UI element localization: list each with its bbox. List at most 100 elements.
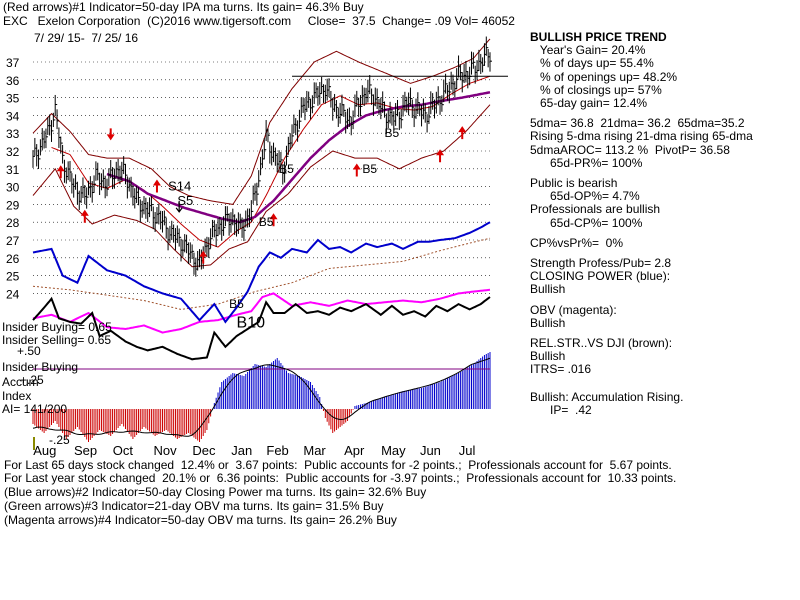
chart-series bbox=[32, 36, 508, 437]
stat-line: % of closings up= 57% bbox=[530, 82, 662, 97]
price-axis-ticks: 24 25 26 27 28 29 30 31 32 33 34 35 36 37 bbox=[6, 56, 20, 301]
y-tick-label: 32 bbox=[6, 145, 20, 159]
y-tick-label: 30 bbox=[6, 181, 20, 195]
y-tick-label: 29 bbox=[6, 198, 20, 212]
up-arrow bbox=[152, 179, 161, 193]
stat-line: % of openings up= 48.2% bbox=[530, 69, 678, 84]
y-tick-label: 37 bbox=[6, 56, 20, 70]
lower-band-line bbox=[32, 104, 491, 268]
stat-line: IP= .42 bbox=[530, 402, 592, 417]
stat-line: % of days up= 55.4% bbox=[530, 56, 654, 71]
stat-line: REL.STR..VS DJI (brown): bbox=[530, 336, 673, 350]
stat-line: Bullish bbox=[530, 349, 566, 364]
obv-line bbox=[32, 288, 491, 334]
footer-line-2: For Last year stock changed 20.1% or 6.3… bbox=[4, 471, 677, 485]
y-tick-label: 31 bbox=[6, 163, 20, 177]
month-label-apr: Apr bbox=[344, 443, 365, 458]
stat-line: Strength Profess/Pub= 2.8 bbox=[530, 256, 672, 270]
stat-line: OBV (magenta): bbox=[530, 302, 617, 317]
footer-line-3: (Blue arrows)#2 Indicator=50-day Closing… bbox=[4, 485, 427, 499]
annotation-b10: B10 bbox=[237, 315, 266, 332]
ipa-line bbox=[32, 296, 491, 361]
footer-line-1: For Last 65 days stock changed 12.4% or … bbox=[4, 458, 672, 472]
up-arrow bbox=[80, 209, 89, 223]
down-arrow bbox=[106, 128, 115, 141]
month-label-jan: Jan bbox=[231, 443, 252, 458]
annotation-b5: B5 bbox=[362, 162, 377, 176]
rel-str-line bbox=[32, 237, 491, 310]
footer-line-4: (Green arrows)#3 Indicator=21-day OBV ma… bbox=[4, 499, 384, 513]
stat-line: Bullish: Accumulation Rising. bbox=[530, 389, 684, 404]
y-tick-label: 35 bbox=[6, 92, 20, 106]
upper-band-line bbox=[32, 38, 491, 205]
month-label-sep: Sep bbox=[74, 443, 97, 458]
ai-label: AI= 141/200 bbox=[2, 402, 68, 416]
annotation-b5: B5 bbox=[385, 126, 400, 140]
insider-buying-label-2: Insider Buying bbox=[2, 360, 79, 374]
stat-line: Bullish bbox=[530, 282, 566, 297]
month-label-jul: Jul bbox=[459, 443, 476, 458]
month-label-aug: Aug bbox=[33, 443, 56, 458]
stat-line: BULLISH PRICE TREND bbox=[530, 30, 667, 44]
y-tick-label: 33 bbox=[6, 127, 20, 141]
month-label-dec: Dec bbox=[192, 443, 216, 458]
y-tick-label: 25 bbox=[6, 270, 20, 284]
month-label-oct: Oct bbox=[113, 443, 134, 458]
month-label-feb: Feb bbox=[266, 443, 288, 458]
accum-label: Accum bbox=[2, 375, 39, 389]
annotation-b5: B5 bbox=[259, 215, 274, 229]
stat-line: 65d-OP%= 4.7% bbox=[530, 189, 640, 204]
stat-line: ITRS= .016 bbox=[530, 362, 592, 377]
stat-line: Year's Gain= 20.4% bbox=[530, 43, 646, 58]
stat-line: Professionals are bullish bbox=[530, 202, 661, 217]
up-arrow bbox=[352, 163, 361, 177]
stat-line: Rising 5-dma rising 21-dma rising 65-dma bbox=[530, 129, 753, 144]
header-line-1: (Red arrows)#1 Indicator=50-day IPA ma t… bbox=[3, 0, 364, 14]
up-arrow bbox=[458, 126, 467, 140]
up-arrow bbox=[436, 149, 445, 163]
stat-line: Bullish bbox=[530, 315, 566, 330]
up-arrow bbox=[269, 213, 278, 227]
accum-plus25-label: +.25 bbox=[20, 373, 44, 387]
annotation-b5: B5 bbox=[279, 162, 294, 176]
y-tick-label: 28 bbox=[6, 216, 20, 230]
stat-line: 65-day gain= 12.4% bbox=[530, 96, 648, 110]
y-tick-label: 36 bbox=[6, 74, 20, 88]
y-tick-label: 26 bbox=[6, 252, 20, 266]
stat-line: 65d-CP%= 100% bbox=[530, 215, 643, 230]
insider-selling-label: Insider Selling= 0.65 bbox=[2, 333, 112, 347]
stat-line: CP%vsPr%= 0% bbox=[530, 235, 624, 250]
month-label-nov: Nov bbox=[154, 443, 178, 458]
up-arrow bbox=[199, 250, 208, 264]
ma65-line bbox=[106, 91, 491, 224]
stat-line: Public is bearish bbox=[530, 176, 618, 190]
signal-arrows bbox=[56, 126, 467, 264]
accum-minus25-label: -.25 bbox=[49, 433, 70, 447]
sell-arrow bbox=[175, 200, 183, 213]
month-label-mar: Mar bbox=[303, 443, 326, 458]
month-labels: Aug Sep Oct Nov Dec Jan Feb Mar Apr May Jun Jul bbox=[33, 437, 476, 458]
footer-line-5: (Magenta arrows)#4 Indicator=50-day OBV … bbox=[4, 513, 397, 527]
y-tick-label: 34 bbox=[6, 109, 20, 123]
up-arrow bbox=[56, 165, 65, 179]
accum-plus50-label: +.50 bbox=[17, 344, 41, 358]
annotation-s5: S5 bbox=[177, 193, 193, 208]
index-label: Index bbox=[2, 389, 32, 403]
month-label-may: May bbox=[381, 443, 406, 458]
stat-line: 65d-PR%= 100% bbox=[530, 155, 643, 170]
annotation-b5: B5 bbox=[229, 297, 244, 311]
y-tick-label: 27 bbox=[6, 234, 20, 248]
annotation-s14: S14 bbox=[168, 179, 191, 194]
date-range: 7/ 29/ 15- 7/ 25/ 16 bbox=[34, 31, 139, 45]
month-label-jun: Jun bbox=[420, 443, 441, 458]
header-line-2: EXC Exelon Corporation (C)2016 www.tiger… bbox=[3, 14, 515, 28]
accum-index-ma-line bbox=[32, 357, 491, 437]
insider-buying-label: Insider Buying= 0.65 bbox=[2, 320, 112, 334]
closing-power-line bbox=[32, 221, 491, 324]
stat-line: 5dmaAROC= 113.2 % PivotP= 36.58 bbox=[530, 142, 730, 157]
stat-line: CLOSING POWER (blue): bbox=[530, 269, 671, 284]
stat-line: 5dma= 36.8 21dma= 36.2 65dma=35.2 bbox=[530, 116, 745, 131]
y-tick-label: 24 bbox=[6, 287, 20, 301]
